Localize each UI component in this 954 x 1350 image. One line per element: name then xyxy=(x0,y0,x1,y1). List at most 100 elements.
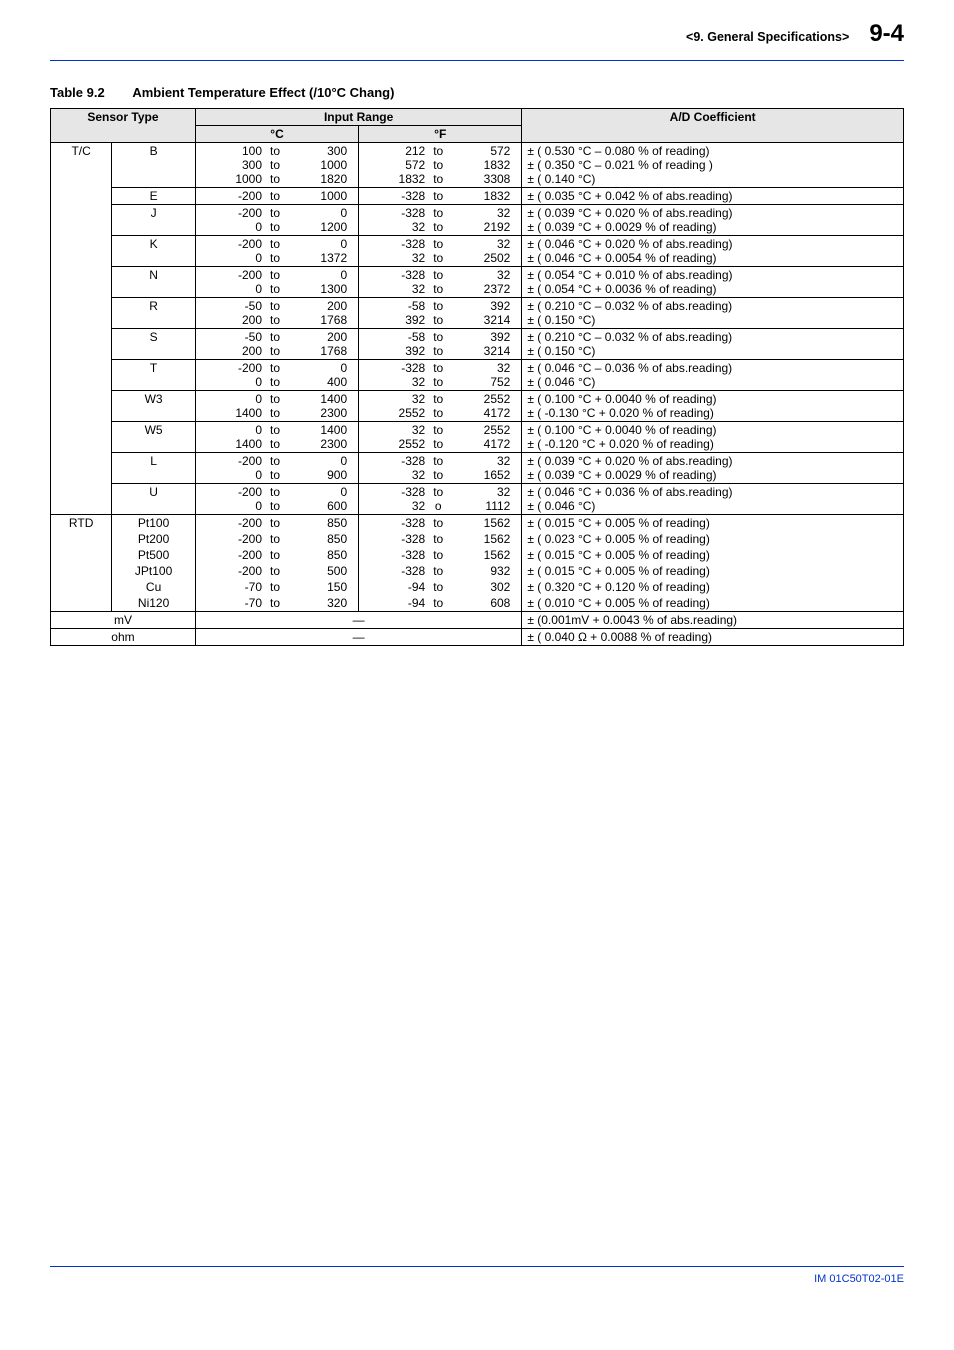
range-fahrenheit: -328to1832 xyxy=(359,188,522,205)
footer-doc-id: IM 01C50T02-01E xyxy=(814,1273,904,1285)
coefficient: ± ( 0.054 °C + 0.010 % of abs.reading)± … xyxy=(522,267,904,298)
range-fahrenheit: -58to392392to3214 xyxy=(359,329,522,360)
table-row: mV—± (0.001mV + 0.0043 % of abs.reading) xyxy=(51,612,904,629)
sensor-subtype: S xyxy=(112,329,196,360)
table-row: N-200to00to1300-328to3232to2372± ( 0.054… xyxy=(51,267,904,298)
table-row: ohm—± ( 0.040 Ω + 0.0088 % of reading) xyxy=(51,629,904,646)
col-degf: °F xyxy=(359,126,522,143)
coefficient: ± ( 0.210 °C – 0.032 % of abs.reading)± … xyxy=(522,329,904,360)
range-fahrenheit: -328to3232to1652 xyxy=(359,453,522,484)
coefficient: ± ( 0.320 °C + 0.120 % of reading) xyxy=(522,579,904,595)
coefficient: ± ( 0.040 Ω + 0.0088 % of reading) xyxy=(522,629,904,646)
table-row: L-200to00to900-328to3232to1652± ( 0.039 … xyxy=(51,453,904,484)
coefficient: ± ( 0.023 °C + 0.005 % of reading) xyxy=(522,531,904,547)
sensor-subtype: R xyxy=(112,298,196,329)
range-celsius: -200to00to1372 xyxy=(195,236,358,267)
table-row: J-200to00to1200-328to3232to2192± ( 0.039… xyxy=(51,205,904,236)
table-number: Table 9.2 xyxy=(50,85,105,100)
range-celsius: -200to850 xyxy=(195,531,358,547)
table-row: W30to14001400to230032to25522552to4172± (… xyxy=(51,391,904,422)
range-celsius: -200to00to1200 xyxy=(195,205,358,236)
coefficient: ± ( 0.046 °C + 0.020 % of abs.reading)± … xyxy=(522,236,904,267)
coefficient: ± ( 0.015 °C + 0.005 % of reading) xyxy=(522,515,904,532)
sensor-subtype: JPt100 xyxy=(112,563,196,579)
range-fahrenheit: -94to302 xyxy=(359,579,522,595)
range-fahrenheit: -328to3232to2192 xyxy=(359,205,522,236)
section-title: <9. General Specifications> xyxy=(686,30,849,44)
table-body: T/CB100to300300to10001000to1820212to5725… xyxy=(51,143,904,646)
range-celsius: -200to00to1300 xyxy=(195,267,358,298)
range-celsius: 100to300300to10001000to1820 xyxy=(195,143,358,188)
table-row: K-200to00to1372-328to3232to2502± ( 0.046… xyxy=(51,236,904,267)
range-celsius: -200to850 xyxy=(195,515,358,532)
sensor-subtype: Pt100 xyxy=(112,515,196,532)
table-row: U-200to00to600-328to3232o1112± ( 0.046 °… xyxy=(51,484,904,515)
range-fahrenheit: 32to25522552to4172 xyxy=(359,391,522,422)
range-celsius: -200to00to900 xyxy=(195,453,358,484)
sensor-category: mV xyxy=(51,612,196,629)
range-fahrenheit: -328to3232o1112 xyxy=(359,484,522,515)
range-dash: — xyxy=(195,629,521,646)
range-celsius: -200to1000 xyxy=(195,188,358,205)
coefficient: ± ( 0.046 °C – 0.036 % of abs.reading)± … xyxy=(522,360,904,391)
coefficient: ± ( 0.039 °C + 0.020 % of abs.reading)± … xyxy=(522,453,904,484)
coefficient: ± ( 0.100 °C + 0.0040 % of reading)± ( -… xyxy=(522,422,904,453)
range-fahrenheit: -328to1562 xyxy=(359,547,522,563)
range-fahrenheit: -328to1562 xyxy=(359,531,522,547)
table-row: S-50to200200to1768-58to392392to3214± ( 0… xyxy=(51,329,904,360)
coefficient: ± ( 0.035 °C + 0.042 % of abs.reading) xyxy=(522,188,904,205)
table-row: W50to14001400to230032to25522552to4172± (… xyxy=(51,422,904,453)
range-celsius: -200to500 xyxy=(195,563,358,579)
page-footer: IM 01C50T02-01E xyxy=(50,1266,904,1296)
table-row: T/CB100to300300to10001000to1820212to5725… xyxy=(51,143,904,188)
spec-table: Sensor Type Input Range A/D Coefficient … xyxy=(50,108,904,646)
range-fahrenheit: -328to3232to2372 xyxy=(359,267,522,298)
sensor-category: ohm xyxy=(51,629,196,646)
sensor-subtype: W5 xyxy=(112,422,196,453)
col-degc: °C xyxy=(195,126,358,143)
range-celsius: -70to150 xyxy=(195,579,358,595)
range-fahrenheit: -328to1562 xyxy=(359,515,522,532)
sensor-subtype: K xyxy=(112,236,196,267)
sensor-subtype: Pt200 xyxy=(112,531,196,547)
range-celsius: 0to14001400to2300 xyxy=(195,422,358,453)
range-celsius: -200to00to600 xyxy=(195,484,358,515)
header-rule xyxy=(50,60,904,61)
range-celsius: -70to320 xyxy=(195,595,358,612)
coefficient: ± ( 0.100 °C + 0.0040 % of reading)± ( -… xyxy=(522,391,904,422)
sensor-subtype: E xyxy=(112,188,196,205)
sensor-subtype: T xyxy=(112,360,196,391)
coefficient: ± ( 0.015 °C + 0.005 % of reading) xyxy=(522,563,904,579)
sensor-subtype: J xyxy=(112,205,196,236)
range-fahrenheit: -328to3232to752 xyxy=(359,360,522,391)
range-fahrenheit: 212to572572to18321832to3308 xyxy=(359,143,522,188)
range-celsius: -200to00to400 xyxy=(195,360,358,391)
coefficient: ± ( 0.530 °C – 0.080 % of reading)± ( 0.… xyxy=(522,143,904,188)
table-row: JPt100-200to500-328to932± ( 0.015 °C + 0… xyxy=(51,563,904,579)
col-sensor: Sensor Type xyxy=(51,109,196,143)
range-fahrenheit: -94to608 xyxy=(359,595,522,612)
page-header: <9. General Specifications> 9-4 xyxy=(50,20,904,52)
coefficient: ± ( 0.039 °C + 0.020 % of abs.reading)± … xyxy=(522,205,904,236)
range-fahrenheit: 32to25522552to4172 xyxy=(359,422,522,453)
sensor-category: RTD xyxy=(51,515,112,612)
range-fahrenheit: -328to932 xyxy=(359,563,522,579)
table-row: Ni120-70to320-94to608± ( 0.010 °C + 0.00… xyxy=(51,595,904,612)
range-celsius: -50to200200to1768 xyxy=(195,298,358,329)
sensor-subtype: Cu xyxy=(112,579,196,595)
coefficient: ± ( 0.046 °C + 0.036 % of abs.reading)± … xyxy=(522,484,904,515)
sensor-subtype: Ni120 xyxy=(112,595,196,612)
document-page: <9. General Specifications> 9-4 Table 9.… xyxy=(0,0,954,1326)
table-row: RTDPt100-200to850-328to1562± ( 0.015 °C … xyxy=(51,515,904,532)
range-dash: — xyxy=(195,612,521,629)
sensor-subtype: B xyxy=(112,143,196,188)
col-coeff: A/D Coefficient xyxy=(522,109,904,143)
range-celsius: 0to14001400to2300 xyxy=(195,391,358,422)
table-row: E-200to1000-328to1832± ( 0.035 °C + 0.04… xyxy=(51,188,904,205)
table-title-text: Ambient Temperature Effect (/10°C Chang) xyxy=(132,85,394,100)
page-number: 9-4 xyxy=(869,20,904,48)
sensor-subtype: N xyxy=(112,267,196,298)
sensor-subtype: L xyxy=(112,453,196,484)
sensor-category: T/C xyxy=(51,143,112,515)
coefficient: ± ( 0.210 °C – 0.032 % of abs.reading)± … xyxy=(522,298,904,329)
